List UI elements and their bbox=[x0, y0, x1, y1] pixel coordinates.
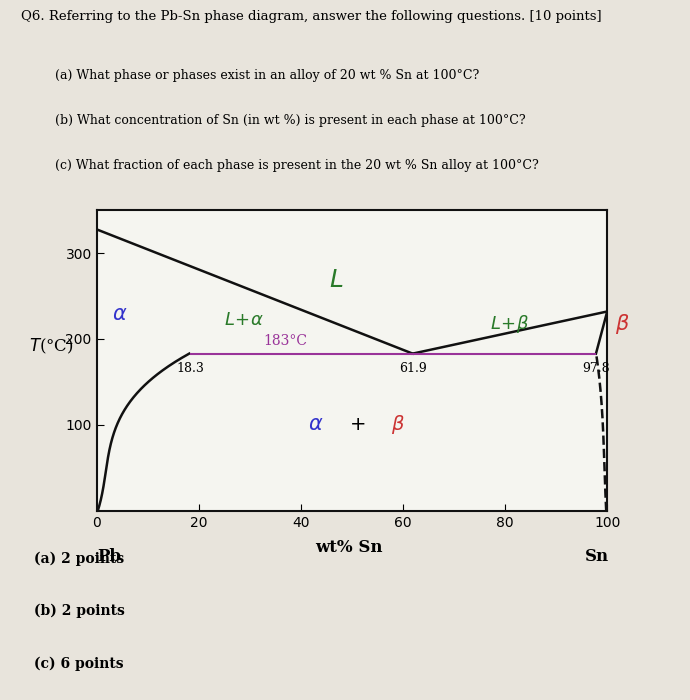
Text: $T$(°C): $T$(°C) bbox=[30, 337, 74, 356]
Text: 97.8: 97.8 bbox=[582, 362, 610, 375]
Text: 183°C: 183°C bbox=[264, 335, 308, 349]
Text: (a) 2 points: (a) 2 points bbox=[34, 552, 125, 566]
Text: $L$: $L$ bbox=[329, 269, 344, 292]
Text: (b) 2 points: (b) 2 points bbox=[34, 603, 126, 618]
Text: Pb: Pb bbox=[97, 548, 121, 566]
Text: (b) What concentration of Sn (in wt %) is present in each phase at 100°C?: (b) What concentration of Sn (in wt %) i… bbox=[55, 113, 526, 127]
Text: $+$: $+$ bbox=[349, 416, 365, 434]
Text: (c) What fraction of each phase is present in the 20 wt % Sn alloy at 100°C?: (c) What fraction of each phase is prese… bbox=[55, 159, 539, 172]
Text: wt% Sn: wt% Sn bbox=[315, 539, 382, 556]
Text: $\beta$: $\beta$ bbox=[615, 312, 629, 335]
Text: $L\!+\!\alpha$: $L\!+\!\alpha$ bbox=[224, 311, 264, 329]
Text: $\beta$: $\beta$ bbox=[391, 414, 405, 437]
Text: $\alpha$: $\alpha$ bbox=[112, 305, 128, 324]
Text: Sn: Sn bbox=[585, 548, 609, 566]
Text: (c) 6 points: (c) 6 points bbox=[34, 657, 124, 671]
Text: 61.9: 61.9 bbox=[399, 362, 426, 375]
Text: $\alpha$: $\alpha$ bbox=[308, 416, 324, 435]
Text: (a) What phase or phases exist in an alloy of 20 wt % Sn at 100°C?: (a) What phase or phases exist in an all… bbox=[55, 69, 480, 82]
Text: Q6. Referring to the Pb-Sn phase diagram, answer the following questions. [10 po: Q6. Referring to the Pb-Sn phase diagram… bbox=[21, 10, 601, 23]
Text: $L\!+\!\beta$: $L\!+\!\beta$ bbox=[490, 312, 529, 335]
Text: 18.3: 18.3 bbox=[176, 362, 204, 375]
